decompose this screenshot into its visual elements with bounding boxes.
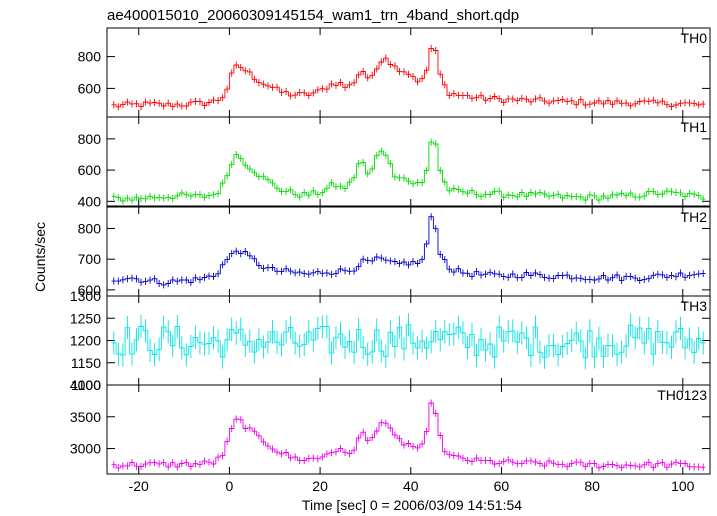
panel-th1: 400 600 800 TH1 — [78, 116, 711, 209]
y-tick-label: 1300 — [70, 288, 101, 304]
y-tick-label: 800 — [78, 220, 102, 236]
panel-name: TH1 — [681, 119, 708, 135]
y-tick-label: 3000 — [70, 441, 101, 457]
y-tick-label: 800 — [78, 49, 102, 65]
y-tick-label: 1250 — [70, 310, 101, 326]
y-tick-label: 800 — [78, 131, 102, 147]
panel-name: TH2 — [681, 209, 708, 225]
x-axis-label: Time [sec] 0 = 2006/03/09 14:51:54 — [302, 497, 522, 513]
x-tick-label: -20 — [129, 478, 149, 494]
series-th0123 — [111, 399, 706, 472]
panel-name: TH3 — [681, 298, 708, 314]
y-tick-label: 700 — [78, 251, 102, 267]
x-tick-label: 40 — [403, 478, 419, 494]
series-th2 — [111, 213, 706, 289]
x-tick-label: 80 — [584, 478, 600, 494]
y-tick-label: 600 — [78, 80, 102, 96]
panel-th2: 600 700 800 TH2 — [78, 206, 711, 298]
x-tick-label: 100 — [671, 478, 695, 494]
panel-frame — [106, 384, 711, 475]
series-th1 — [111, 138, 706, 205]
panel-th0123: 3000 3500 4000 TH0123 — [70, 377, 711, 475]
chart-title: ae400015010_20060309145154_wam1_trn_4ban… — [107, 7, 519, 24]
y-tick-label: 400 — [78, 193, 102, 209]
light-curve-line — [111, 141, 706, 202]
y-tick-label: 1150 — [71, 355, 101, 371]
x-axis: -20 0 20 40 60 80 100 — [129, 478, 695, 494]
light-curve-line — [111, 402, 706, 469]
y-tick-label: 1200 — [70, 333, 101, 349]
y-tick-label: 600 — [78, 282, 102, 298]
panel-th0: 600 800 TH0 — [78, 27, 711, 118]
panel-frame — [106, 206, 711, 297]
panels: 600 800 TH0 400 600 800 TH1 600 700 800 TH2 1100 115… — [70, 27, 711, 475]
series-th0 — [111, 44, 706, 111]
series-th3 — [111, 313, 706, 370]
panel-name: TH0123 — [657, 387, 707, 403]
x-tick-label: 0 — [226, 478, 234, 494]
y-axis-label: Counts/sec — [32, 222, 48, 292]
light-curve-line — [111, 47, 706, 108]
light-curve-line — [111, 216, 706, 286]
y-tick-label: 4000 — [70, 377, 101, 393]
light-curve-line — [111, 324, 706, 359]
x-tick-label: 20 — [312, 478, 328, 494]
y-tick-label: 1100 — [71, 377, 101, 393]
y-tick-label: 600 — [78, 162, 102, 178]
panel-name: TH0 — [681, 30, 708, 46]
panel-th3: 1100 1150 1200 1250 1300 TH3 — [70, 288, 711, 393]
panel-frame — [106, 116, 711, 207]
x-tick-label: 60 — [494, 478, 510, 494]
y-tick-label: 3500 — [70, 409, 101, 425]
